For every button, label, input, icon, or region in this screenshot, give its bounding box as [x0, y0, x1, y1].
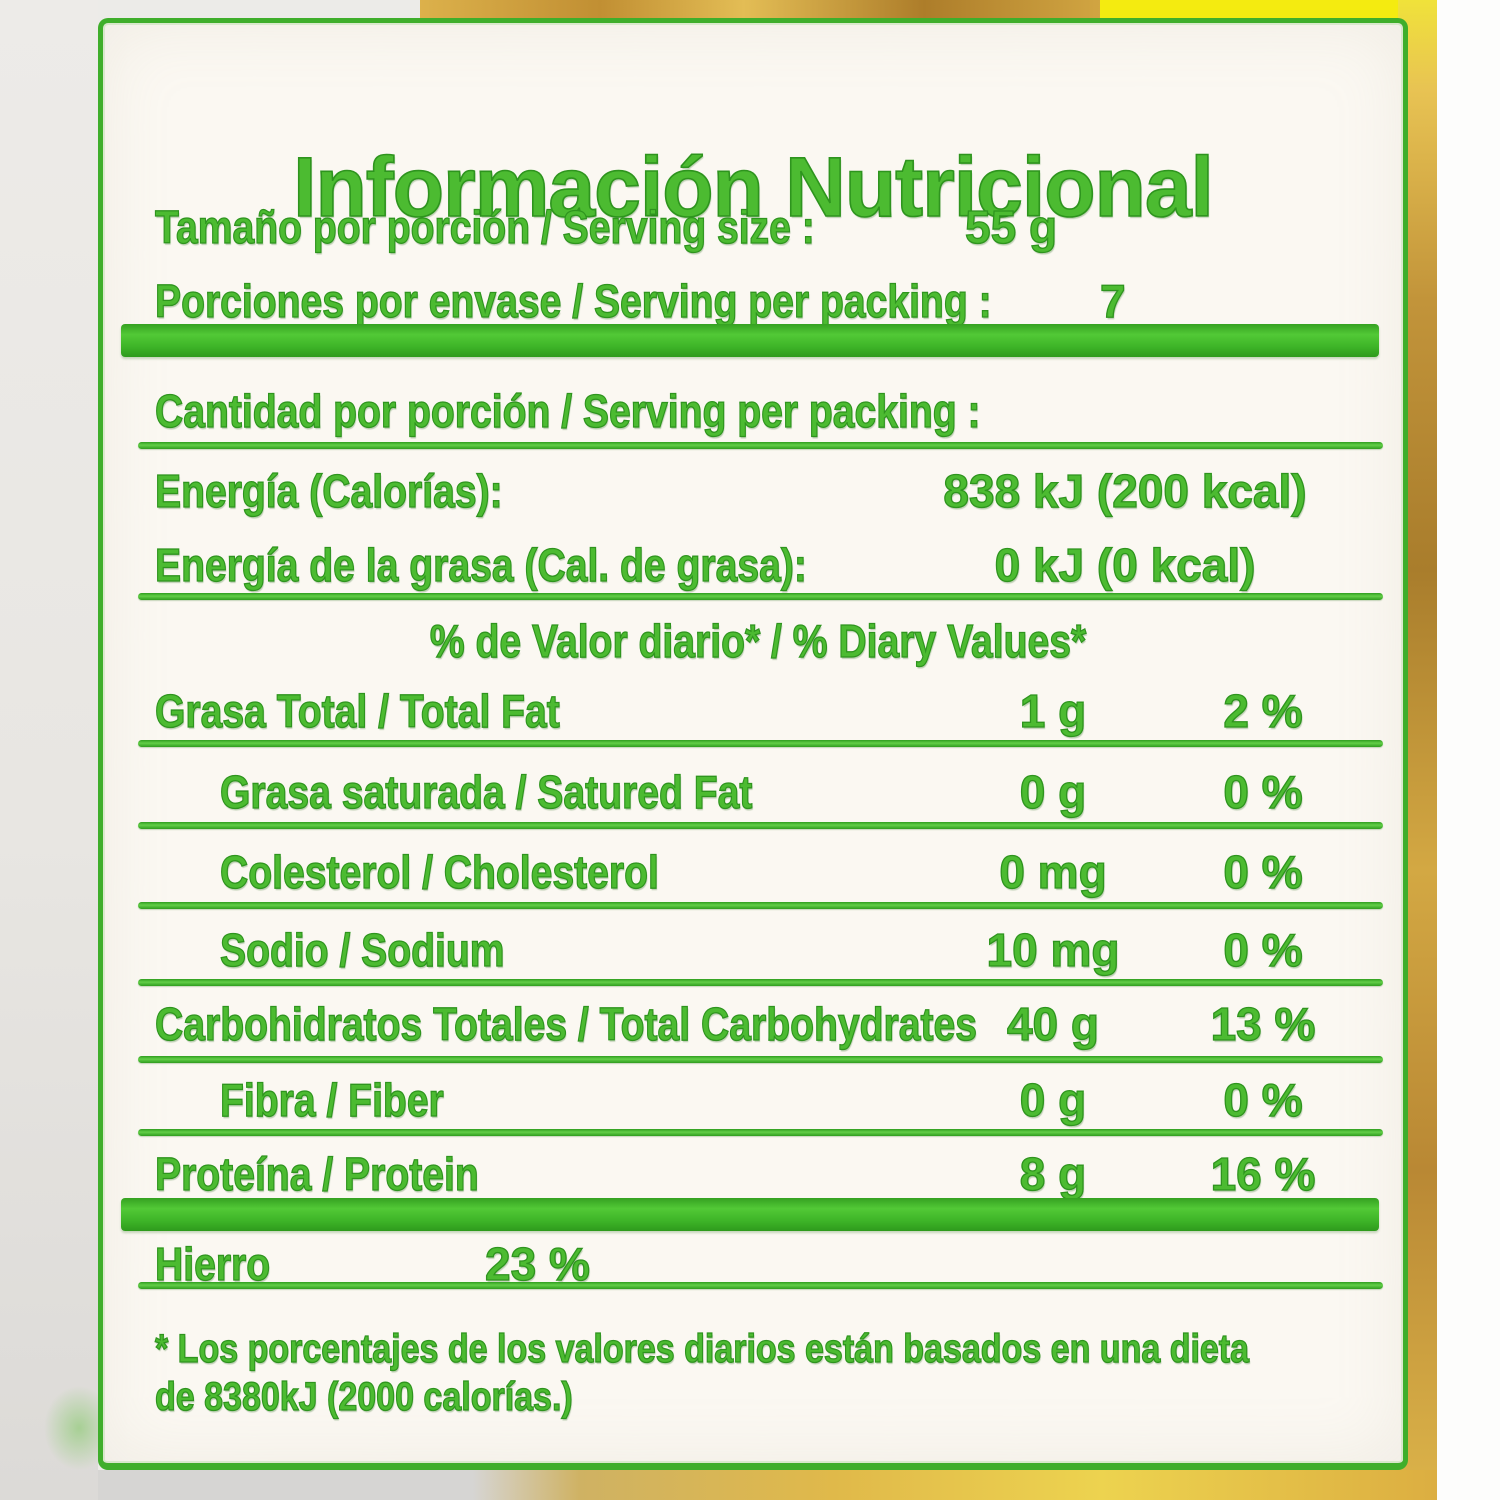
energy-label: Energía (Calorías):	[154, 464, 503, 517]
nutrient-daily-value: 2 %	[1223, 684, 1304, 737]
separator-line	[138, 902, 1383, 909]
mineral-row-iron: Hierro 23 %	[154, 1236, 1385, 1292]
energy-from-fat-label: Energía de la grasa (Cal. de grasa):	[154, 538, 807, 591]
nutrient-label: Colesterol / Cholesterol	[219, 845, 659, 898]
nutrient-row-saturated-fat: Grasa saturada / Satured Fat 0 g 0 %	[155, 764, 1450, 820]
mineral-label: Hierro	[154, 1237, 271, 1290]
nutrient-daily-value: 0 %	[1223, 923, 1304, 976]
pasta-visible-bottom	[98, 1470, 1437, 1500]
energy-value: 838 kJ (200 kcal)	[943, 464, 1307, 517]
nutrient-daily-value: 13 %	[1210, 997, 1316, 1050]
serving-size-row: Tamaño por porción / Serving size : 55 g	[154, 199, 1385, 255]
nutrient-amount: 8 g	[1019, 1147, 1087, 1200]
separator-line	[138, 1282, 1383, 1289]
nutrient-label: Grasa saturada / Satured Fat	[219, 765, 753, 818]
amount-per-serving-header: Cantidad por porción / Serving per packi…	[154, 383, 1385, 439]
nutrient-daily-value: 0 %	[1223, 845, 1304, 898]
serving-size-value: 55 g	[964, 200, 1058, 253]
separator-line	[138, 822, 1383, 829]
nutrient-row-protein: Proteína / Protein 8 g 16 %	[154, 1146, 1385, 1202]
separator-line	[138, 442, 1383, 449]
separator-line	[138, 1056, 1383, 1063]
servings-per-pack-row: Porciones por envase / Serving per packi…	[154, 273, 1385, 329]
pasta-visible-top	[420, 0, 1140, 22]
servings-per-pack-label: Porciones por envase / Serving per packi…	[154, 274, 992, 327]
nutrition-facts-panel: Información Nutricional Tamaño por porci…	[98, 18, 1408, 1470]
nutrient-amount: 1 g	[1019, 684, 1087, 737]
nutrient-daily-value: 0 %	[1223, 765, 1304, 818]
energy-row: Energía (Calorías): 838 kJ (200 kcal)	[154, 463, 1385, 519]
separator-line	[138, 593, 1383, 600]
nutrient-amount: 0 g	[1019, 1073, 1087, 1126]
daily-value-header-label: % de Valor diario* / % Diary Values*	[429, 614, 1087, 667]
nutrient-amount: 40 g	[1006, 997, 1100, 1050]
mineral-daily-value: 23 %	[484, 1237, 590, 1290]
nutrient-amount: 10 mg	[986, 923, 1120, 976]
separator-line	[138, 1129, 1383, 1136]
panel-title: Información Nutricional	[292, 139, 1214, 235]
footnote-line-2: de 8380kJ (2000 calorías.)	[154, 1372, 1385, 1428]
nutrient-daily-value: 16 %	[1210, 1147, 1316, 1200]
package-left-margin	[0, 0, 98, 1500]
amount-per-serving-label: Cantidad por porción / Serving per packi…	[154, 384, 981, 437]
separator-line	[138, 979, 1383, 986]
nutrient-label: Sodio / Sodium	[219, 923, 505, 976]
nutrient-label: Carbohidratos Totales / Total Carbohydra…	[154, 997, 977, 1050]
nutrient-row-fiber: Fibra / Fiber 0 g 0 %	[155, 1072, 1450, 1128]
energy-from-fat-value: 0 kJ (0 kcal)	[994, 538, 1256, 591]
serving-size-label: Tamaño por porción / Serving size :	[154, 200, 815, 253]
nutrient-label: Proteína / Protein	[154, 1147, 479, 1200]
footnote-text: * Los porcentajes de los valores diarios…	[154, 1326, 1250, 1371]
footnote-line-1: * Los porcentajes de los valores diarios…	[154, 1324, 1385, 1380]
nutrient-daily-value: 0 %	[1223, 1073, 1304, 1126]
thick-divider-bar-bottom	[121, 1198, 1379, 1231]
nutrient-row-total-carbohydrates: Carbohidratos Totales / Total Carbohydra…	[154, 996, 1385, 1052]
nutrient-amount: 0 mg	[999, 845, 1108, 898]
energy-from-fat-row: Energía de la grasa (Cal. de grasa): 0 k…	[154, 537, 1385, 593]
nutrient-row-sodium: Sodio / Sodium 10 mg 0 %	[155, 922, 1450, 978]
nutrient-row-cholesterol: Colesterol / Cholesterol 0 mg 0 %	[155, 844, 1450, 900]
nutrient-label: Fibra / Fiber	[219, 1073, 444, 1126]
nutrient-label: Grasa Total / Total Fat	[154, 684, 560, 737]
separator-line	[138, 740, 1383, 747]
photo-right-margin	[1437, 0, 1500, 1500]
nutrient-row-total-fat: Grasa Total / Total Fat 1 g 2 %	[154, 683, 1385, 739]
footnote-text: de 8380kJ (2000 calorías.)	[154, 1374, 573, 1419]
thick-divider-bar-top	[121, 324, 1379, 357]
nutrient-amount: 0 g	[1019, 765, 1087, 818]
servings-per-pack-value: 7	[1099, 274, 1126, 327]
daily-value-header: % de Valor diario* / % Diary Values*	[143, 613, 1373, 669]
